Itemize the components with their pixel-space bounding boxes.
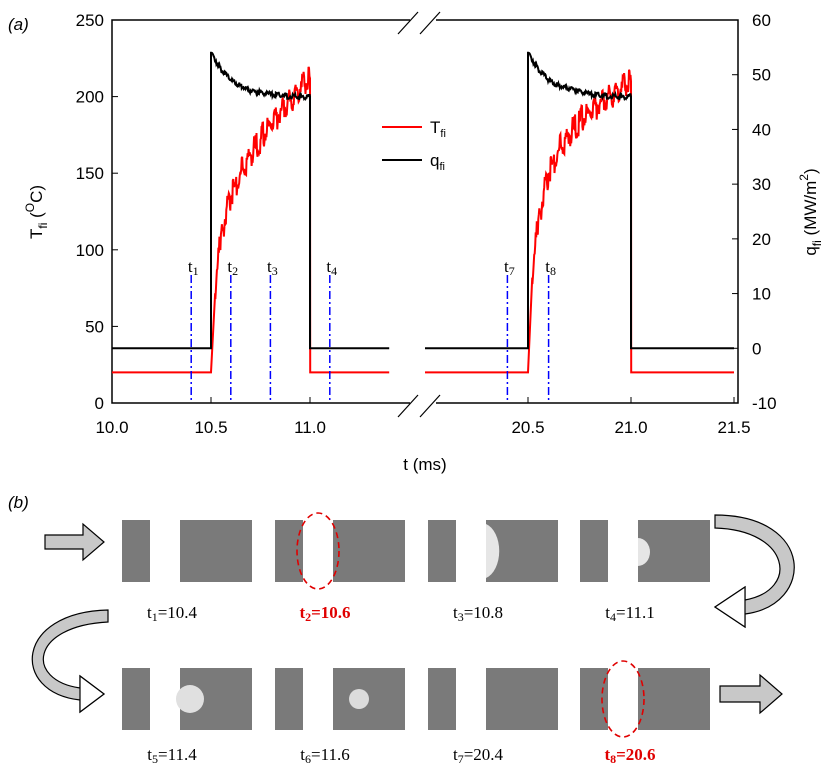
x-tick-label: 20.5 — [511, 418, 544, 437]
frame-gap — [456, 518, 486, 584]
frame-gap — [303, 666, 333, 732]
y-right-tick-label: 40 — [752, 120, 771, 139]
y-right-tick-label: 10 — [752, 285, 771, 304]
vapor-bubble — [486, 524, 500, 578]
flow-arrow-right-end — [719, 673, 783, 715]
frame-sequence: t1=10.4 t2=10.6 t3=10.8 t4=11.1 t5=11.4 t6=11… — [122, 512, 710, 766]
frame-image: t3=10.8 — [428, 518, 558, 624]
panel-b-label: (b) — [8, 493, 29, 512]
x-axis-label: t (ms) — [403, 455, 446, 474]
time-marker-label: t1 — [188, 257, 199, 278]
frame-caption: t6=11.6 — [300, 745, 349, 766]
frame-channel — [275, 668, 405, 730]
frame-channel — [580, 668, 710, 730]
frame-image: t5=11.4 — [122, 666, 252, 766]
axis-break-mark — [397, 11, 419, 35]
time-marker-label: t8 — [545, 257, 556, 278]
flow-arrow-uturn-left — [31, 609, 109, 714]
axis-break-mark — [419, 394, 441, 418]
y-left-axis-label: Tfi (OC) — [23, 185, 50, 239]
frame-gap — [150, 518, 180, 584]
y-left-tick-label: 50 — [85, 317, 104, 336]
frame-channel — [428, 668, 558, 730]
vapor-bubble — [638, 538, 650, 566]
legend-label-Tfi: Tfi — [430, 118, 446, 140]
y-right-tick-label: 0 — [752, 339, 761, 358]
frame-channel — [122, 520, 252, 582]
y-right-tick-label: 30 — [752, 175, 771, 194]
frame-image: t7=20.4 — [428, 666, 558, 766]
axis-break-mark — [397, 394, 419, 418]
y-left-tick-label: 250 — [76, 11, 104, 30]
x-tick-label: 10.5 — [194, 418, 227, 437]
highlight-oval — [601, 660, 645, 738]
y-left-tick-label: 100 — [76, 241, 104, 260]
frame-caption: t5=11.4 — [147, 745, 197, 766]
panel-a-label: (a) — [8, 15, 29, 34]
series-qfi-line — [112, 51, 390, 350]
frame-gap — [150, 666, 180, 732]
time-marker-label: t3 — [267, 257, 278, 278]
frame-caption: t7=20.4 — [453, 745, 504, 766]
vapor-bubble — [349, 689, 369, 709]
frame-caption: t3=10.8 — [453, 603, 503, 624]
y-right-tick-label: 60 — [752, 11, 771, 30]
y-left-tick-label: 150 — [76, 164, 104, 183]
time-marker-label: t2 — [227, 257, 238, 278]
frame-image: t2=10.6 — [275, 512, 405, 624]
frame-image: t1=10.4 — [122, 518, 252, 624]
y-right-axis-label: qfi (MW/m2) — [797, 168, 824, 255]
frame-channel — [275, 520, 405, 582]
series-Tfi-line — [112, 66, 390, 374]
series-qfi-line — [425, 51, 734, 350]
frame-image: t8=20.6 — [580, 660, 710, 766]
time-marker-label: t4 — [326, 257, 337, 278]
plot-frame — [111, 19, 739, 404]
flow-arrow-uturn-right — [713, 514, 795, 629]
chart: 0 50 100 150 200 250 -10 0 10 20 30 40 50 60 10.0 10.5 1… — [23, 11, 824, 474]
time-marker-label: t7 — [504, 257, 515, 278]
frame-caption: t8=20.6 — [604, 745, 655, 766]
axis-break-gap-bottom — [410, 399, 436, 407]
axis-break-mark — [419, 11, 441, 35]
x-tick-label: 11.0 — [294, 418, 326, 437]
y-right-tick-label: 50 — [752, 66, 771, 85]
vapor-bubble — [176, 685, 204, 713]
frame-gap — [456, 666, 486, 732]
series-Tfi-line — [425, 69, 734, 374]
frame-gap — [608, 666, 638, 732]
y-left-tick-label: 200 — [76, 88, 104, 107]
frame-caption: t2=10.6 — [299, 603, 350, 624]
legend-label-qfi: qfi — [430, 151, 445, 173]
y-right-tick-label: 20 — [752, 230, 771, 249]
frame-caption: t4=11.1 — [605, 603, 654, 624]
highlight-oval — [296, 512, 340, 590]
frame-image: t4=11.1 — [580, 518, 710, 624]
x-tick-label: 10.0 — [95, 418, 128, 437]
y-left-tick-label: 0 — [95, 394, 104, 413]
frame-caption: t1=10.4 — [147, 603, 198, 624]
frame-image: t6=11.6 — [275, 666, 405, 766]
x-tick-label: 21.0 — [614, 418, 647, 437]
x-tick-label: 21.5 — [717, 418, 750, 437]
frame-gap — [303, 518, 333, 584]
flow-arrow-right-start — [44, 522, 105, 562]
axis-break-gap-top — [410, 16, 436, 24]
frame-gap — [608, 518, 638, 584]
y-right-tick-label: -10 — [752, 394, 777, 413]
